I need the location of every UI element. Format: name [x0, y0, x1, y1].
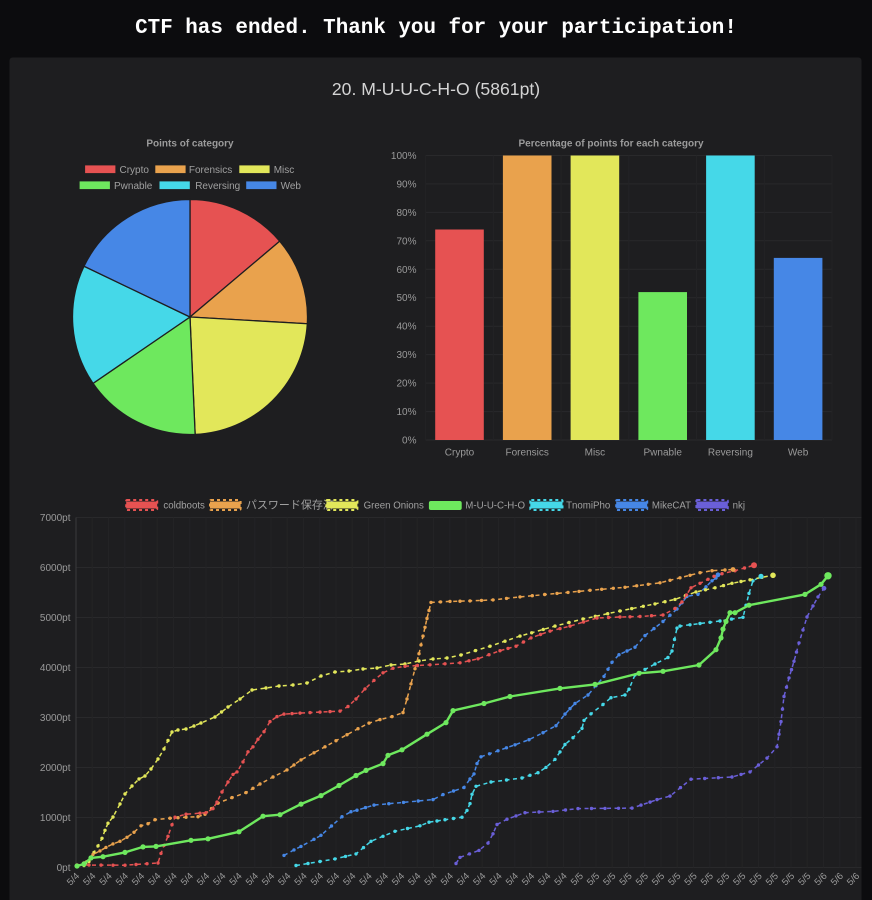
svg-text:5000pt: 5000pt: [40, 613, 71, 624]
svg-text:2000pt: 2000pt: [40, 763, 71, 774]
svg-text:7000pt: 7000pt: [40, 513, 71, 524]
svg-text:80%: 80%: [396, 208, 416, 219]
svg-text:Forensics: Forensics: [506, 448, 549, 459]
svg-text:Crypto: Crypto: [120, 165, 150, 176]
svg-text:20. M-U-U-C-H-O (5861pt): 20. M-U-U-C-H-O (5861pt): [332, 79, 540, 99]
svg-text:6000pt: 6000pt: [40, 563, 71, 574]
svg-text:70%: 70%: [396, 236, 416, 247]
svg-text:1000pt: 1000pt: [40, 813, 71, 824]
svg-text:0%: 0%: [402, 436, 417, 447]
svg-text:Crypto: Crypto: [445, 448, 475, 459]
svg-text:CTF has ended. Thank you for y: CTF has ended. Thank you for your partic…: [135, 17, 737, 40]
svg-text:100%: 100%: [391, 151, 417, 162]
svg-text:3000pt: 3000pt: [40, 713, 71, 724]
svg-text:Web: Web: [281, 181, 302, 192]
svg-text:Points of category: Points of category: [146, 139, 234, 150]
svg-text:MikeCAT: MikeCAT: [652, 501, 691, 512]
svg-text:Pwnable: Pwnable: [644, 448, 683, 459]
svg-text:パスワード保存済: パスワード保存済: [246, 498, 334, 512]
svg-text:40%: 40%: [396, 322, 416, 333]
svg-text:M-U-U-C-H-O: M-U-U-C-H-O: [465, 501, 525, 512]
svg-text:TnomiPho: TnomiPho: [566, 501, 610, 512]
svg-text:20%: 20%: [396, 379, 416, 390]
svg-text:50%: 50%: [396, 293, 416, 304]
svg-text:10%: 10%: [396, 407, 416, 418]
svg-text:Web: Web: [788, 448, 809, 459]
svg-text:0pt: 0pt: [57, 863, 71, 874]
svg-text:90%: 90%: [396, 179, 416, 190]
svg-text:Misc: Misc: [585, 448, 606, 459]
svg-text:Green Onions: Green Onions: [364, 501, 424, 512]
svg-text:Misc: Misc: [274, 165, 295, 176]
svg-text:Percentage of points for each: Percentage of points for each category: [518, 139, 703, 150]
svg-text:Reversing: Reversing: [195, 181, 240, 192]
svg-text:60%: 60%: [396, 265, 416, 276]
svg-text:coldboots: coldboots: [163, 501, 205, 512]
svg-text:30%: 30%: [396, 350, 416, 361]
svg-text:nkj: nkj: [733, 501, 745, 512]
svg-text:Pwnable: Pwnable: [114, 181, 153, 192]
svg-text:Forensics: Forensics: [189, 165, 232, 176]
svg-text:Reversing: Reversing: [708, 448, 753, 459]
svg-text:4000pt: 4000pt: [40, 663, 71, 674]
